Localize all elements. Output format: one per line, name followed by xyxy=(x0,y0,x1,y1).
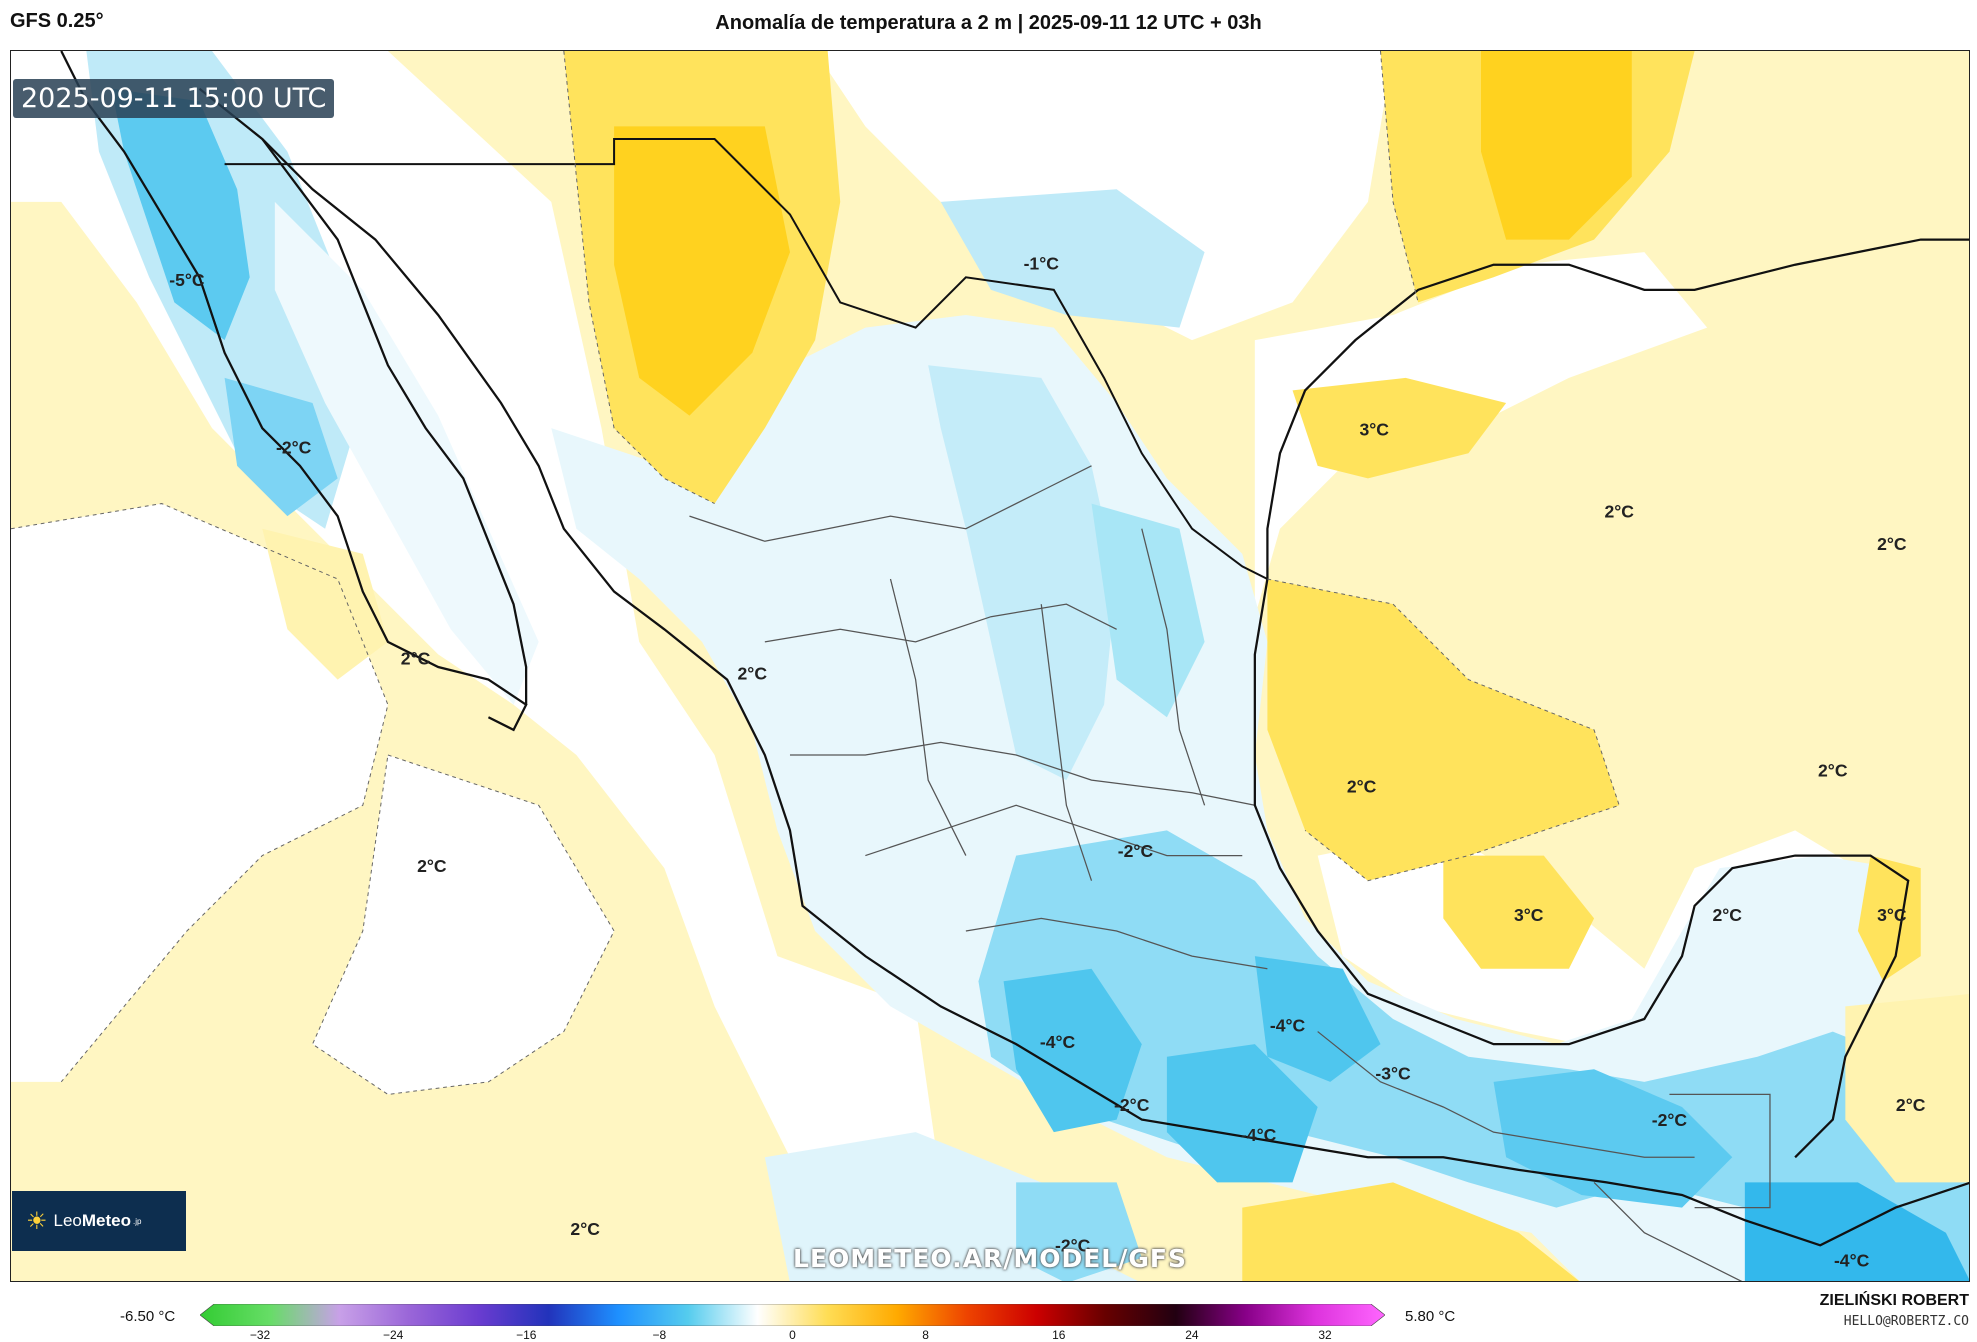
contour-label: 2°C xyxy=(1877,534,1907,554)
colorbar-tick: 8 xyxy=(922,1328,929,1342)
sun-icon: ☀ xyxy=(26,1207,48,1235)
neutral-zone-ocean-sw xyxy=(312,755,615,1095)
author-email: HELLO@ROBERTZ.CO xyxy=(1843,1314,1969,1329)
logo-suffix: .jp xyxy=(133,1216,142,1226)
warm-anomaly-gulf xyxy=(1267,579,1620,881)
colorbar-tick: −8 xyxy=(652,1328,667,1342)
cool-anomaly-mexico xyxy=(551,315,1969,1281)
cold-anomaly-chiapas xyxy=(1493,1069,1733,1208)
contour-label: -5°C xyxy=(169,270,205,290)
leometeo-logo: ☀ Leo Meteo .jp xyxy=(12,1191,186,1251)
cool-anomaly-gulf-california xyxy=(274,201,539,705)
cold-anomaly-pacific-coast xyxy=(1003,968,1142,1133)
colorbar-max-label: 5.80 °C xyxy=(1405,1308,1456,1325)
contour-label: -4°C xyxy=(1834,1251,1870,1271)
colorbar-tick: −32 xyxy=(249,1328,271,1342)
map-panel: -5°C -2°C -1°C 3°C 2°C 2°C 2°C 2°C 2°C 2°C 2°C -2°C… xyxy=(10,50,1970,1282)
us-mexico-border xyxy=(224,137,1268,580)
warm-anomaly-yucatan xyxy=(1857,855,1921,982)
map-title: Anomalía de temperatura a 2 m | 2025-09-… xyxy=(715,12,1262,34)
colorbar-gradient xyxy=(200,1304,1385,1326)
warm-anomaly-caribbean xyxy=(1845,994,1969,1183)
logo-name-bold: Meteo xyxy=(81,1211,132,1230)
cold-anomaly-guatemala xyxy=(1744,1182,1969,1281)
contour-label: -3°C xyxy=(1375,1063,1411,1083)
contour-label: -2°C xyxy=(1652,1110,1688,1130)
contour-label: 3°C xyxy=(1877,905,1907,925)
contour-label: 2°C xyxy=(1896,1095,1926,1115)
cool-anomaly-north-mexico xyxy=(940,189,1205,328)
contour-label: -2°C xyxy=(1055,1236,1091,1256)
timestamp-badge: 2025-09-11 15:00 UTC xyxy=(13,79,335,118)
colorbar-area: -6.50 °C −32 −24 −16 −8 0 8 16 24 32 5.80 °C ZIE… xyxy=(0,1282,1977,1342)
warm-anomaly-texas-core xyxy=(1481,51,1632,240)
warm-anomaly-east-pacific xyxy=(1242,1182,1580,1281)
anomaly-contours xyxy=(11,51,1620,1095)
contour-label: 2°C xyxy=(738,664,768,684)
warm-anomaly-gulf-south xyxy=(1443,855,1595,969)
cold-anomaly-central xyxy=(978,830,1969,1281)
contour-label: -4°C xyxy=(1270,1016,1306,1036)
map-canvas: -5°C -2°C -1°C 3°C 2°C 2°C 2°C 2°C 2°C 2°C 2°C -2°C… xyxy=(11,51,1969,1281)
neutral-zone-west xyxy=(11,503,388,1082)
logo-name-light: Leo xyxy=(53,1211,82,1230)
cold-anomaly-baja-north xyxy=(111,88,250,341)
cold-anomaly-veracruz xyxy=(1254,956,1381,1082)
model-name: GFS 0.25° xyxy=(10,10,104,32)
contour-label: 2°C xyxy=(401,648,431,668)
colorbar-tick: 0 xyxy=(789,1328,796,1342)
contour-label: 2°C xyxy=(1818,760,1848,780)
contour-label: 2°C xyxy=(570,1219,600,1239)
contour-label: -2°C xyxy=(1114,1095,1150,1115)
contour-label: -4°C xyxy=(1241,1125,1277,1145)
coastlines xyxy=(60,51,1969,1247)
contour-label: 2°C xyxy=(1347,777,1377,797)
neutral-zone-gulf-west xyxy=(1254,252,1708,617)
contour-label: 2°C xyxy=(1604,501,1634,521)
cool-anomaly-sierra-madre xyxy=(928,365,1117,781)
colorbar xyxy=(200,1304,1385,1326)
contour-label: 2°C xyxy=(417,856,447,876)
colorbar-tick: −24 xyxy=(382,1328,404,1342)
contour-label: 2°C xyxy=(1713,905,1743,925)
warm-anomaly-north-core xyxy=(614,126,790,416)
colorbar-tick: −16 xyxy=(516,1328,537,1342)
colorbar-tick: 32 xyxy=(1318,1328,1332,1342)
cool-anomaly-northeast xyxy=(1091,503,1205,718)
contour-label: 3°C xyxy=(1359,420,1389,440)
author-name: ZIELIŃSKI ROBERT xyxy=(1819,1292,1969,1309)
contour-label: -2°C xyxy=(276,437,312,457)
state-borders xyxy=(689,465,1771,1281)
contour-label: 3°C xyxy=(1514,905,1544,925)
colorbar-tick: 16 xyxy=(1052,1328,1066,1342)
contour-label: -2°C xyxy=(1118,841,1154,861)
colorbar-min-label: -6.50 °C xyxy=(120,1308,176,1325)
contour-label: -4°C xyxy=(1040,1032,1076,1052)
warm-anomaly-ocean-west xyxy=(262,528,388,680)
warm-anomaly-texas-coast xyxy=(1292,377,1507,479)
cool-anomaly-guerrero xyxy=(1016,1182,1142,1281)
watermark: LEOMETEO.AR/MODEL/GFS xyxy=(793,1244,1187,1273)
contour-labels: -5°C -2°C -1°C 3°C 2°C 2°C 2°C 2°C 2°C 2°C 2°C -2°C… xyxy=(169,254,1926,1271)
cold-anomaly-oaxaca xyxy=(1166,1044,1318,1183)
contour-label: -1°C xyxy=(1024,254,1060,274)
colorbar-tick: 24 xyxy=(1185,1328,1199,1342)
